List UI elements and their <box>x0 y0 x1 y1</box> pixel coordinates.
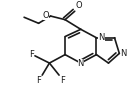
Text: O: O <box>76 1 83 10</box>
Text: N: N <box>121 49 127 58</box>
Text: F: F <box>29 50 34 59</box>
Text: O: O <box>43 11 49 20</box>
Text: F: F <box>36 76 41 85</box>
Text: N: N <box>78 59 84 68</box>
Text: F: F <box>60 76 65 85</box>
Text: N: N <box>98 33 105 42</box>
